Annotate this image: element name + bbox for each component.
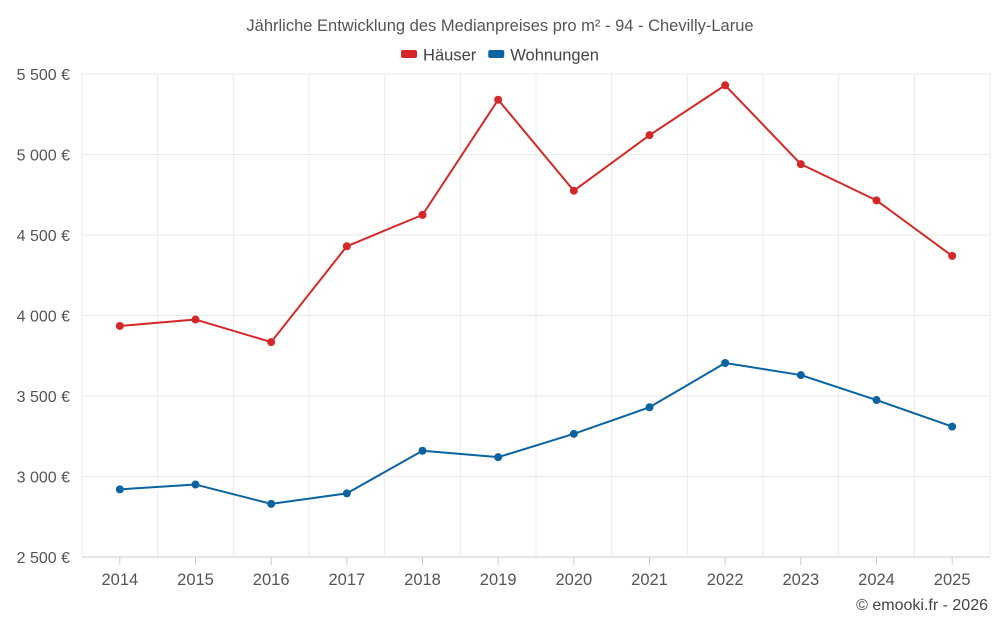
data-point-wohnungen[interactable] (494, 453, 503, 462)
legend-item-h-user[interactable]: Häuser (401, 46, 477, 64)
legend-label: Häuser (423, 46, 477, 64)
x-tick-label: 2024 (858, 571, 895, 589)
data-point-wohnungen[interactable] (948, 422, 957, 431)
legend-swatch (401, 50, 418, 58)
data-point-wohnungen[interactable] (267, 499, 276, 508)
series-line-h-user (119, 84, 953, 344)
credit-text: © emooki.fr - 2026 (856, 597, 988, 614)
data-point-wohnungen[interactable] (721, 358, 730, 367)
data-point-h-user[interactable] (342, 242, 351, 251)
legend-label: Wohnungen (510, 46, 599, 64)
y-tick-label: 5 500 € (17, 67, 70, 84)
y-tick-label: 3 000 € (17, 470, 70, 487)
data-point-h-user[interactable] (418, 210, 427, 219)
data-point-h-user[interactable] (645, 131, 654, 140)
series-layer (115, 81, 957, 508)
y-tick-label: 4 000 € (17, 309, 70, 326)
data-point-h-user[interactable] (872, 196, 881, 205)
x-tick-label: 2021 (631, 571, 668, 589)
data-point-wohnungen[interactable] (796, 371, 805, 380)
legend-swatch (488, 50, 505, 58)
data-point-wohnungen[interactable] (569, 429, 578, 438)
x-tick-label: 2014 (101, 571, 138, 589)
data-point-wohnungen[interactable] (645, 403, 654, 412)
data-point-h-user[interactable] (191, 315, 200, 324)
data-point-wohnungen[interactable] (342, 489, 351, 498)
x-tick-label: 2018 (404, 571, 441, 589)
x-tick-label: 2020 (555, 571, 592, 589)
grid (81, 73, 991, 557)
data-point-h-user[interactable] (721, 81, 730, 90)
x-tick-label: 2022 (707, 571, 744, 589)
data-point-h-user[interactable] (796, 160, 805, 169)
data-point-wohnungen[interactable] (418, 446, 427, 455)
legend-item-wohnungen[interactable]: Wohnungen (488, 46, 599, 64)
x-tick-label: 2016 (253, 571, 290, 589)
data-point-h-user[interactable] (267, 338, 276, 347)
data-point-wohnungen[interactable] (872, 396, 881, 405)
y-tick-label: 5 000 € (17, 148, 70, 165)
axes: 2 500 € 3 000 € 3 500 € 4 000 € 4 500 € 5 000… (17, 67, 990, 589)
x-tick-label: 2017 (328, 571, 365, 589)
data-point-wohnungen[interactable] (191, 480, 200, 489)
chart-title: Jährliche Entwicklung des Medianpreises … (246, 17, 753, 35)
x-tick-label: 2023 (782, 571, 819, 589)
y-tick-label: 3 500 € (17, 389, 70, 406)
data-point-wohnungen[interactable] (115, 485, 124, 494)
y-tick-label: 4 500 € (17, 228, 70, 245)
series-line-wohnungen (119, 361, 953, 505)
x-tick-label: 2025 (934, 571, 971, 589)
x-tick-label: 2019 (480, 571, 517, 589)
data-point-h-user[interactable] (948, 251, 957, 260)
x-tick-label: 2015 (177, 571, 214, 589)
data-point-h-user[interactable] (115, 321, 124, 330)
legend: Häuser Wohnungen (401, 46, 599, 64)
data-point-h-user[interactable] (569, 186, 578, 195)
y-tick-label: 2 500 € (17, 550, 70, 567)
data-point-h-user[interactable] (494, 95, 503, 104)
